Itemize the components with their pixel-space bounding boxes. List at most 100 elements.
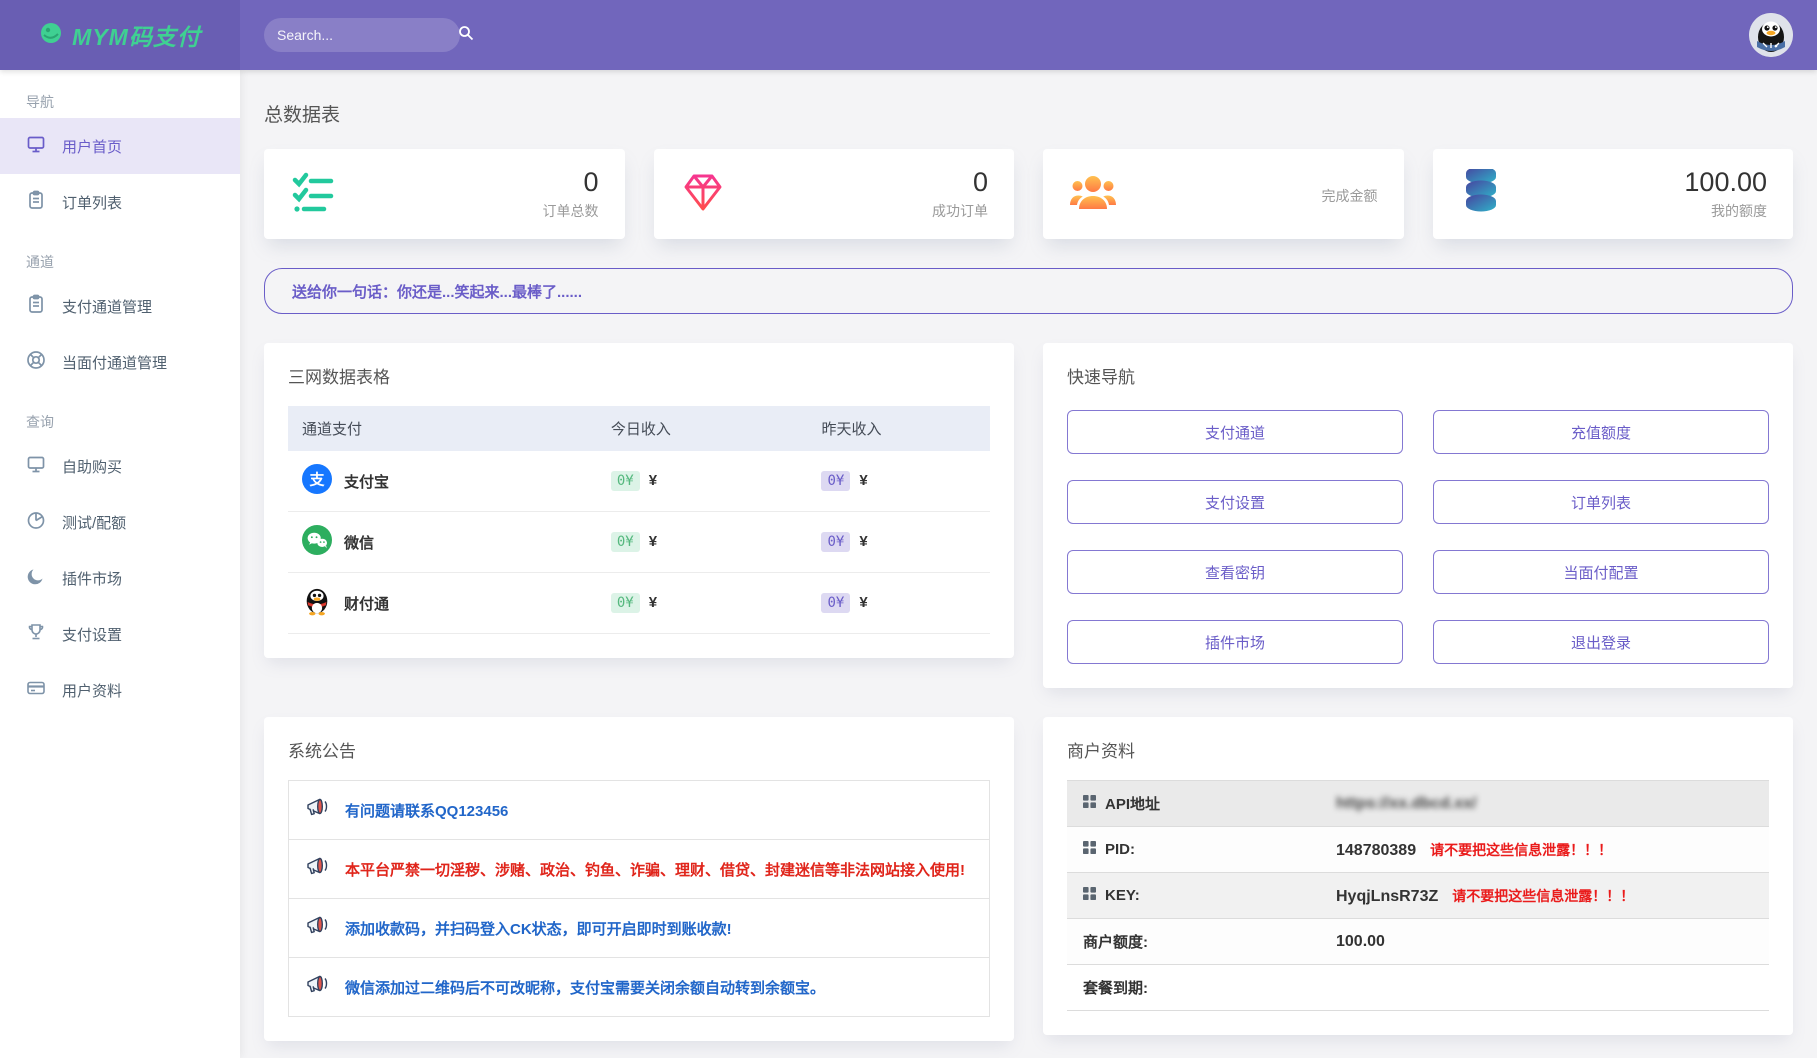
svg-text:支: 支 [308, 471, 325, 489]
megaphone-icon [305, 912, 332, 944]
merchant-row-quota: 商户额度: 100.00 [1067, 919, 1769, 966]
alipay-icon: 支 [302, 464, 332, 498]
quick-nav-view-key-button[interactable]: 查看密钥 [1067, 550, 1403, 595]
stat-card-my-quota: 100.00 我的额度 [1432, 149, 1793, 240]
stat-label: 订单总数 [542, 203, 599, 220]
network-table-title: 三网数据表格 [288, 368, 390, 388]
key-value: HyqjLnsR73Z [1336, 887, 1439, 905]
diamond-icon [680, 169, 726, 220]
sidebar-item-label: 插件市场 [62, 570, 123, 588]
sidebar-item-pay-settings[interactable]: 支付设置 [0, 606, 240, 662]
sidebar-item-user-home[interactable]: 用户首页 [0, 118, 240, 174]
announcement-list: 有问题请联系QQ123456 本平台严禁一切淫秽、涉赌、政治、钓鱼、诈骗、理财、… [288, 780, 990, 1018]
monitor-icon [26, 134, 46, 158]
sidebar-item-user-profile[interactable]: 用户资料 [0, 662, 240, 718]
sidebar-section-nav: 导航 [26, 94, 54, 110]
announcement-item: 微信添加过二维码后不可改昵称，支付宝需要关闭余额自动转到余额宝。 [289, 958, 989, 1016]
channel-name: 支付宝 [344, 473, 390, 491]
stat-value: 0 [972, 167, 988, 197]
merchant-label: API地址 [1105, 796, 1161, 814]
network-table: 通道支付 今日收入 昨天收入 支 支付宝 [288, 406, 990, 635]
quick-nav-recharge-quota-button[interactable]: 充值额度 [1433, 410, 1769, 455]
quota-value: 100.00 [1336, 932, 1385, 950]
sidebar-item-label: 测试/配额 [62, 514, 127, 532]
quick-nav-panel: 快速导航 支付通道 充值额度 支付设置 订单列表 查看密钥 当面付配置 插件市场… [1043, 343, 1793, 689]
quick-nav-order-list-button[interactable]: 订单列表 [1433, 480, 1769, 525]
tenpay-icon [302, 586, 332, 620]
sidebar-item-label: 订单列表 [62, 194, 123, 212]
sidebar-item-plugin-market[interactable]: 插件市场 [0, 550, 240, 606]
monitor-icon [26, 454, 46, 478]
megaphone-icon [305, 794, 332, 826]
stat-value: 100.00 [1684, 167, 1767, 197]
logo-text: MYM码支付 [72, 24, 201, 50]
user-avatar[interactable] [1749, 13, 1793, 57]
sidebar-item-test-quota[interactable]: 测试/配额 [0, 494, 240, 550]
sidebar-item-label: 支付设置 [62, 626, 123, 644]
yesterday-income-badge: 0¥ [821, 532, 851, 553]
sidebar-item-label: 用户首页 [62, 138, 123, 156]
search-box[interactable] [264, 18, 474, 52]
currency-symbol: ¥ [648, 472, 658, 490]
sidebar-section-query: 查询 [26, 414, 54, 430]
merchant-row-api: API地址 https://xx.dbcd.xx/ [1067, 781, 1769, 828]
megaphone-icon [305, 853, 332, 885]
announcement-item: 本平台严禁一切淫秽、涉赌、政治、钓鱼、诈骗、理财、借贷、封建迷信等非法网站接入使… [289, 840, 989, 900]
top-header: MYM码支付 [0, 0, 1817, 70]
network-table-panel: 三网数据表格 通道支付 今日收入 昨天收入 支 [264, 343, 1014, 659]
logo[interactable]: MYM码支付 [0, 0, 240, 70]
announcement-text: 添加收款码，并扫码登入CK状态，即可开启即时到账收款! [345, 920, 732, 938]
yesterday-income-badge: 0¥ [821, 593, 851, 614]
notice-text: 送给你一句话：你还是...笑起来...最棒了...... [292, 283, 583, 301]
sidebar-item-order-list[interactable]: 订单列表 [0, 174, 240, 230]
page-title: 总数据表 [264, 105, 341, 126]
announcement-item: 有问题请联系QQ123456 [289, 781, 989, 841]
sidebar: 导航 用户首页 订单列表 通道 支付通道管理 当面付通道管理 查询 自助购买 测… [0, 70, 240, 1058]
main-content: 总数据表 0 订单总数 [240, 70, 1817, 1058]
stat-label: 完成金额 [1321, 187, 1378, 204]
col-header-channel: 通道支付 [288, 406, 597, 452]
megaphone-icon [305, 971, 332, 1003]
merchant-label: PID: [1105, 841, 1135, 859]
currency-symbol: ¥ [648, 533, 658, 551]
quick-nav-f2f-config-button[interactable]: 当面付配置 [1433, 550, 1769, 595]
pie-chart-icon [26, 510, 46, 534]
merchant-row-pid: PID: 148780389 请不要把这些信息泄露！！！ [1067, 827, 1769, 874]
moon-icon [26, 566, 46, 590]
pid-value: 148780389 [1336, 841, 1417, 859]
today-income-badge: 0¥ [610, 532, 640, 553]
quick-nav-pay-settings-button[interactable]: 支付设置 [1067, 480, 1403, 525]
merchant-row-package-expiry: 套餐到期: [1067, 965, 1769, 1012]
stat-label: 成功订单 [932, 203, 988, 220]
quick-nav-logout-button[interactable]: 退出登录 [1433, 620, 1769, 665]
sidebar-item-self-buy[interactable]: 自助购买 [0, 438, 240, 494]
table-row-tenpay: 财付通 0¥ ¥ 0¥ ¥ [288, 572, 990, 635]
credit-card-icon [26, 678, 46, 702]
api-url-masked: https://xx.dbcd.xx/ [1336, 794, 1477, 812]
merchant-panel: 商户资料 API地址 https://xx.dbcd.xx/ PID: 1 [1043, 717, 1793, 1036]
sidebar-item-pay-channel-mgmt[interactable]: 支付通道管理 [0, 278, 240, 334]
logo-ball-icon [39, 21, 63, 50]
search-input[interactable] [277, 27, 458, 43]
merchant-label: 套餐到期: [1083, 980, 1148, 998]
col-header-yesterday: 昨天收入 [807, 406, 990, 452]
currency-symbol: ¥ [859, 533, 868, 551]
announcements-title: 系统公告 [288, 742, 356, 762]
today-income-badge: 0¥ [610, 471, 640, 492]
sidebar-section-channel: 通道 [26, 254, 54, 270]
merchant-title: 商户资料 [1067, 742, 1135, 762]
search-icon[interactable] [458, 25, 474, 46]
sidebar-item-f2f-channel-mgmt[interactable]: 当面付通道管理 [0, 334, 240, 390]
stat-card-total-orders: 0 订单总数 [264, 149, 625, 240]
stat-card-success-orders: 0 成功订单 [653, 149, 1014, 240]
announcement-text: 本平台严禁一切淫秽、涉赌、政治、钓鱼、诈骗、理财、借贷、封建迷信等非法网站接入使… [345, 861, 965, 879]
stat-card-completed-amount: 完成金额 [1043, 149, 1404, 240]
quick-nav-pay-channel-button[interactable]: 支付通道 [1067, 410, 1403, 455]
grid-icon [1083, 841, 1096, 858]
announcement-text: 微信添加过二维码后不可改昵称，支付宝需要关闭余额自动转到余额宝。 [345, 979, 826, 997]
header-bar [240, 0, 1817, 70]
quick-nav-plugin-market-button[interactable]: 插件市场 [1067, 620, 1403, 665]
clipboard-icon [26, 294, 46, 318]
table-row-alipay: 支 支付宝 0¥ ¥ 0¥ ¥ [288, 451, 990, 513]
channel-name: 财付通 [344, 595, 390, 613]
